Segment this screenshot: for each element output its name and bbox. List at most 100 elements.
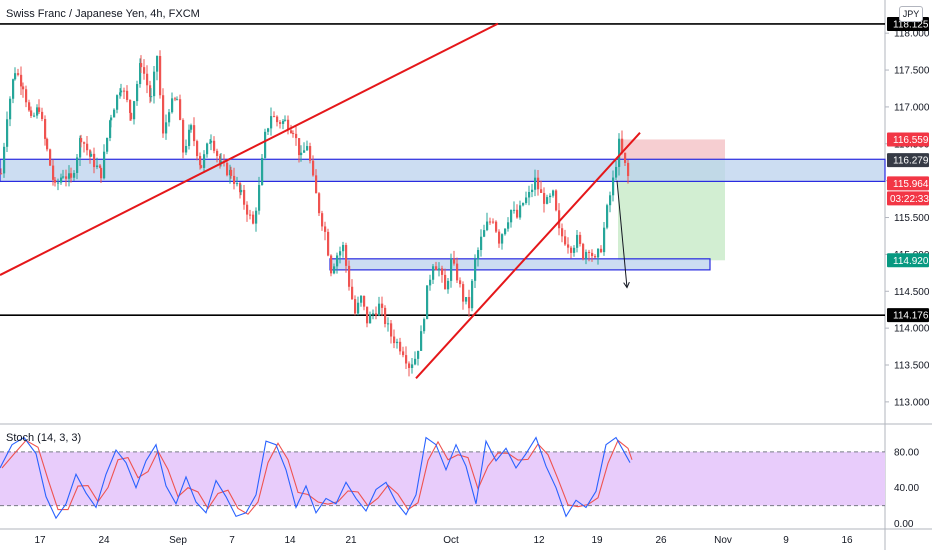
candle	[165, 114, 168, 140]
candle-body	[52, 165, 55, 180]
candle-body	[295, 133, 298, 139]
candle-body	[390, 323, 393, 337]
candle-body	[188, 129, 191, 147]
candle	[393, 329, 396, 349]
candle-body	[582, 243, 585, 259]
price-pane[interactable]	[0, 22, 886, 379]
candle-body	[44, 118, 47, 139]
candle-body	[429, 279, 432, 286]
candle-body	[498, 231, 501, 244]
candle-body	[408, 363, 411, 368]
candle-body	[38, 107, 41, 112]
price-tag-2-box	[887, 153, 929, 168]
candle-body	[618, 138, 621, 167]
candle-body	[292, 133, 295, 135]
price-tag-2: 116.279	[887, 153, 929, 168]
candle-body	[136, 84, 139, 102]
candle	[60, 173, 63, 185]
candle-body	[447, 280, 450, 290]
candle-body	[36, 107, 39, 116]
candle	[423, 317, 426, 334]
candle	[90, 151, 93, 157]
candle-body	[576, 234, 579, 248]
candle	[384, 305, 387, 328]
candle-body	[492, 221, 495, 223]
candle-body	[100, 167, 103, 179]
candle-body	[546, 197, 549, 204]
candle-body	[420, 331, 423, 351]
time-tick-label: 16	[841, 535, 853, 546]
candle	[504, 228, 507, 236]
candle-body	[123, 90, 126, 92]
candle-body	[360, 295, 363, 303]
candle	[546, 194, 549, 205]
projection-arrow	[616, 180, 628, 288]
price-tag-3: 115.964	[887, 176, 929, 191]
candle-body	[255, 210, 258, 224]
candle-body	[206, 143, 209, 155]
candle-body	[6, 119, 9, 147]
candle-body	[444, 274, 447, 290]
price-tick-label: 114.500	[894, 287, 930, 298]
candle-body	[49, 149, 52, 166]
candle-body	[441, 268, 444, 275]
candle-body	[570, 247, 573, 253]
candle-body	[312, 160, 315, 176]
candle-body	[150, 96, 153, 98]
candle-body	[46, 138, 49, 150]
candle	[483, 224, 486, 238]
candle-body	[287, 119, 290, 131]
candle	[498, 229, 501, 248]
candle	[552, 189, 555, 198]
candle	[52, 159, 55, 186]
price-tick-label: 117.000	[894, 102, 930, 113]
candle-body	[99, 165, 102, 168]
candle	[588, 249, 591, 262]
candle-body	[528, 192, 531, 198]
currency-button[interactable]: JPY	[899, 6, 923, 22]
candle-body	[336, 255, 339, 267]
candle	[459, 277, 462, 288]
candle	[432, 264, 435, 284]
candle-body	[564, 236, 567, 245]
candle-body	[65, 176, 68, 179]
candle-body	[414, 358, 417, 365]
candle-body	[264, 131, 267, 158]
candle	[375, 306, 378, 320]
candle-body	[357, 302, 360, 314]
candle	[113, 108, 116, 118]
candle	[447, 278, 450, 294]
candle	[146, 65, 149, 94]
candle-body	[339, 251, 342, 256]
trendline-1	[0, 22, 499, 276]
candle-body	[185, 146, 188, 153]
candle-body	[621, 138, 624, 153]
candle	[465, 297, 468, 305]
candle	[210, 134, 213, 151]
candle	[106, 137, 109, 155]
candle	[330, 254, 333, 277]
candle	[414, 351, 417, 366]
candle-body	[174, 98, 177, 100]
price-tag-1-text: 116.559	[893, 135, 929, 146]
candle	[243, 185, 246, 210]
candle	[405, 346, 408, 369]
chart-title: Swiss Franc / Japanese Yen, 4h, FXCM	[6, 8, 200, 20]
candle-body	[495, 221, 498, 232]
candle-body	[531, 189, 534, 193]
candle-body	[507, 222, 510, 229]
candle	[20, 66, 23, 96]
candle-body	[226, 162, 229, 176]
candle-body	[600, 248, 603, 253]
candle-body	[203, 154, 206, 168]
candle	[360, 295, 363, 307]
candle-body	[193, 125, 196, 142]
candle-body	[243, 189, 246, 205]
candle	[366, 306, 369, 328]
candle-body	[321, 213, 324, 227]
candle	[489, 217, 492, 225]
stochastic-pane[interactable]	[0, 436, 885, 520]
candle	[276, 115, 279, 127]
candle	[579, 231, 582, 247]
